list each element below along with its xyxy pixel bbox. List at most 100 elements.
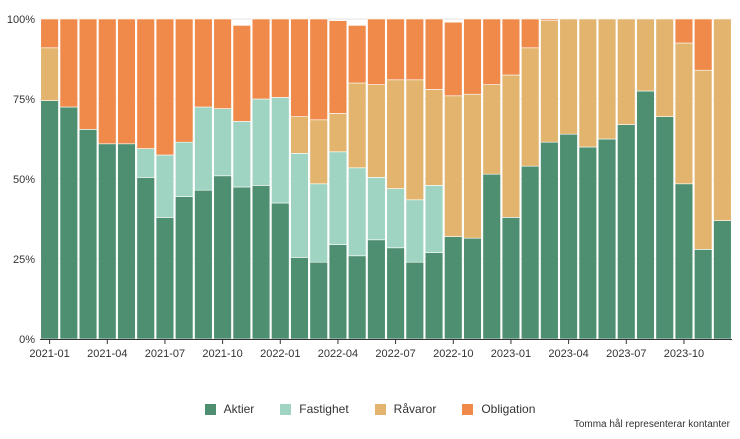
bar-segment-aktier[interactable] <box>444 236 463 340</box>
bar-segment-obligation[interactable] <box>328 20 348 114</box>
bar-segment-råvaror[interactable] <box>694 69 713 250</box>
bar-segment-aktier[interactable] <box>175 196 194 340</box>
bar-segment-råvaror[interactable] <box>386 79 405 189</box>
bar-segment-aktier[interactable] <box>424 252 444 340</box>
bar-segment-obligation[interactable] <box>40 18 59 49</box>
bar-segment-råvaror[interactable] <box>597 18 617 140</box>
bar-segment-obligation[interactable] <box>424 18 444 90</box>
bar-segment-fastighet[interactable] <box>232 121 251 188</box>
bar-segment-aktier[interactable] <box>617 124 636 340</box>
bar-segment-aktier[interactable] <box>117 143 136 340</box>
bar-segment-råvaror[interactable] <box>405 79 424 201</box>
bar-segment-råvaror[interactable] <box>463 93 482 239</box>
bar-segment-obligation[interactable] <box>482 18 501 85</box>
bar-segment-råvaror[interactable] <box>482 84 501 175</box>
bar-segment-aktier[interactable] <box>194 189 213 340</box>
bar-segment-obligation[interactable] <box>251 18 271 100</box>
bar-segment-råvaror[interactable] <box>674 42 694 185</box>
bar-segment-aktier[interactable] <box>290 257 309 340</box>
bar-segment-fastighet[interactable] <box>155 154 175 218</box>
bar-segment-obligation[interactable] <box>290 18 309 117</box>
bar-segment-obligation[interactable] <box>271 18 290 98</box>
bar-segment-obligation[interactable] <box>501 18 521 76</box>
bar-segment-råvaror[interactable] <box>521 47 540 167</box>
bar-segment-fastighet[interactable] <box>251 98 271 186</box>
bar-segment-obligation[interactable] <box>309 18 328 121</box>
bar-segment-aktier[interactable] <box>59 106 78 340</box>
bar-segment-aktier[interactable] <box>232 186 251 340</box>
bar-segment-obligation[interactable] <box>213 18 232 109</box>
bar-segment-aktier[interactable] <box>78 129 98 340</box>
bar-segment-aktier[interactable] <box>482 173 501 340</box>
bar-segment-aktier[interactable] <box>386 247 405 340</box>
bar-segment-aktier[interactable] <box>40 100 59 340</box>
bar-segment-råvaror[interactable] <box>290 116 309 154</box>
bar-segment-aktier[interactable] <box>98 143 117 340</box>
bar-segment-råvaror[interactable] <box>367 84 386 178</box>
legend-item-fastighet[interactable]: Fastighet <box>280 402 349 416</box>
bar-segment-obligation[interactable] <box>386 18 405 81</box>
bar-segment-obligation[interactable] <box>521 18 540 49</box>
bar-segment-aktier[interactable] <box>501 217 521 340</box>
bar-segment-råvaror[interactable] <box>501 74 521 218</box>
bar-segment-obligation[interactable] <box>348 25 367 84</box>
bar-segment-fastighet[interactable] <box>424 185 444 253</box>
bar-segment-aktier[interactable] <box>251 185 271 340</box>
bar-segment-aktier[interactable] <box>348 255 367 340</box>
bar-segment-obligation[interactable] <box>463 18 482 95</box>
bar-segment-aktier[interactable] <box>521 165 540 340</box>
bar-segment-aktier[interactable] <box>636 90 655 340</box>
bar-segment-obligation[interactable] <box>405 18 424 81</box>
bar-segment-obligation[interactable] <box>540 18 559 21</box>
bar-segment-obligation[interactable] <box>444 21 463 97</box>
bar-segment-fastighet[interactable] <box>194 106 213 191</box>
bar-segment-obligation[interactable] <box>367 18 386 85</box>
bar-segment-fastighet[interactable] <box>290 153 309 258</box>
bar-segment-råvaror[interactable] <box>328 113 348 153</box>
bar-segment-aktier[interactable] <box>136 177 155 340</box>
bar-segment-aktier[interactable] <box>405 261 424 340</box>
bar-segment-aktier[interactable] <box>463 237 482 340</box>
bar-segment-fastighet[interactable] <box>328 151 348 245</box>
bar-segment-råvaror[interactable] <box>655 18 674 117</box>
bar-segment-råvaror[interactable] <box>444 95 463 237</box>
bar-segment-aktier[interactable] <box>155 217 175 340</box>
bar-segment-råvaror[interactable] <box>540 20 559 143</box>
bar-segment-fastighet[interactable] <box>213 108 232 177</box>
bar-segment-obligation[interactable] <box>232 25 251 122</box>
bar-segment-råvaror[interactable] <box>617 18 636 125</box>
bar-segment-obligation[interactable] <box>175 18 194 143</box>
bar-segment-aktier[interactable] <box>597 138 617 340</box>
bar-segment-obligation[interactable] <box>117 18 136 145</box>
bar-segment-fastighet[interactable] <box>348 167 367 257</box>
bar-segment-fastighet[interactable] <box>309 183 328 263</box>
bar-segment-aktier[interactable] <box>713 220 732 340</box>
bar-segment-fastighet[interactable] <box>136 148 155 178</box>
bar-segment-obligation[interactable] <box>136 18 155 149</box>
bar-segment-fastighet[interactable] <box>386 188 405 249</box>
bar-segment-aktier[interactable] <box>559 133 578 340</box>
bar-segment-obligation[interactable] <box>674 18 694 44</box>
bar-segment-fastighet[interactable] <box>405 199 424 263</box>
bar-segment-fastighet[interactable] <box>271 97 290 204</box>
bar-segment-aktier[interactable] <box>328 244 348 340</box>
bar-segment-aktier[interactable] <box>655 116 674 340</box>
bar-segment-obligation[interactable] <box>59 18 78 108</box>
bar-segment-obligation[interactable] <box>78 18 98 130</box>
bar-segment-aktier[interactable] <box>674 183 694 340</box>
bar-segment-fastighet[interactable] <box>367 177 386 241</box>
bar-segment-råvaror[interactable] <box>424 89 444 186</box>
bar-segment-aktier[interactable] <box>309 261 328 340</box>
bar-segment-aktier[interactable] <box>367 239 386 340</box>
bar-segment-aktier[interactable] <box>694 249 713 340</box>
bar-segment-aktier[interactable] <box>271 202 290 340</box>
bar-segment-råvaror[interactable] <box>40 47 59 101</box>
bar-segment-aktier[interactable] <box>578 146 597 340</box>
legend-item-aktier[interactable]: Aktier <box>204 402 254 416</box>
bar-segment-råvaror[interactable] <box>348 82 367 169</box>
bar-segment-obligation[interactable] <box>155 18 175 156</box>
legend-item-råvaror[interactable]: Råvaror <box>374 402 436 416</box>
bar-segment-råvaror[interactable] <box>309 119 328 185</box>
bar-segment-aktier[interactable] <box>213 175 232 340</box>
legend-item-obligation[interactable]: Obligation <box>462 402 535 416</box>
